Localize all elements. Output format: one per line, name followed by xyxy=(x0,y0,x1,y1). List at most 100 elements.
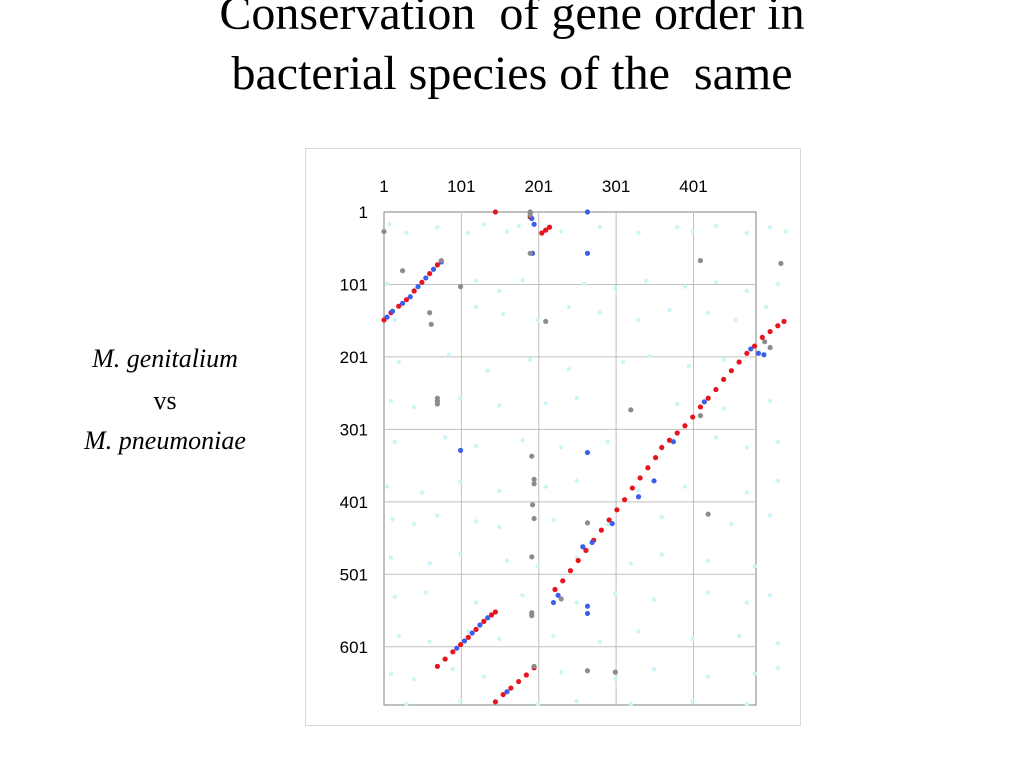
noise-dot xyxy=(675,401,680,407)
noise-dot xyxy=(729,522,734,527)
noise-dot xyxy=(775,665,781,670)
data-point-gray xyxy=(529,453,535,459)
data-point-blue xyxy=(415,284,421,290)
noise-dot xyxy=(721,357,726,363)
data-point-blue xyxy=(531,221,537,227)
data-point-gray xyxy=(529,613,535,619)
data-point-blue xyxy=(550,599,557,606)
noise-dot xyxy=(390,517,395,522)
noise-dot xyxy=(713,435,719,440)
noise-dot xyxy=(651,667,657,672)
noise-dot xyxy=(485,368,490,373)
noise-dot xyxy=(446,352,452,357)
noise-dot xyxy=(574,698,579,704)
noise-dot xyxy=(466,230,471,236)
noise-dot xyxy=(636,230,641,236)
x-tick-label: 101 xyxy=(447,177,475,196)
data-point-red xyxy=(629,485,635,491)
noise-dot xyxy=(388,555,394,560)
chart-frame: 1 101 201 301 401 1 101 201 301 401 501 601 xyxy=(305,148,801,726)
noise-dot xyxy=(497,525,502,530)
noise-dot xyxy=(721,406,726,411)
data-point-red xyxy=(434,262,440,268)
data-point-red xyxy=(508,685,514,691)
noise-dot xyxy=(473,304,479,310)
data-point-red xyxy=(403,297,410,303)
data-point-red xyxy=(488,612,495,618)
data-point-red xyxy=(728,368,734,374)
data-point-blue xyxy=(430,266,437,272)
noise-dot xyxy=(628,561,634,566)
noise-dot xyxy=(497,403,502,408)
data-point-red xyxy=(775,323,781,329)
noise-dot xyxy=(636,629,641,634)
versus-label: vs xyxy=(153,386,177,415)
noise-dot xyxy=(744,230,750,236)
y-tick-label: 201 xyxy=(340,348,368,367)
data-point-gray xyxy=(543,318,549,325)
noise-dot xyxy=(667,307,672,313)
noise-dot xyxy=(659,552,664,557)
noise-dot xyxy=(713,280,719,285)
data-point-red xyxy=(457,641,464,648)
noise-dot xyxy=(458,480,463,485)
data-point-red xyxy=(560,578,566,584)
noise-dot xyxy=(775,281,781,286)
noise-dot xyxy=(605,439,610,444)
noise-dot xyxy=(458,698,463,704)
data-point-blue xyxy=(454,645,460,651)
data-point-blue xyxy=(584,603,591,609)
data-point-red xyxy=(705,395,711,401)
data-point-red xyxy=(652,455,659,461)
data-point-gray xyxy=(399,268,406,274)
data-point-red xyxy=(622,497,628,503)
noise-dot xyxy=(775,640,781,646)
data-point-blue xyxy=(635,494,642,500)
data-point-gray xyxy=(527,250,533,256)
data-point-red xyxy=(744,350,750,356)
noise-dot xyxy=(404,230,409,236)
data-point-gray xyxy=(527,212,533,218)
noise-dot xyxy=(767,398,773,404)
data-point-red xyxy=(473,626,479,632)
noise-dot xyxy=(384,484,390,489)
noise-dot xyxy=(411,404,417,410)
data-point-gray xyxy=(381,228,387,235)
noise-dot xyxy=(744,490,750,495)
noise-dot xyxy=(744,445,750,450)
noise-dot xyxy=(705,674,711,679)
dot-plot-chart: 1 101 201 301 401 1 101 201 301 401 501 601 xyxy=(340,177,788,707)
data-point-blue xyxy=(670,439,676,445)
data-point-red xyxy=(606,517,612,523)
data-point-red xyxy=(523,672,529,678)
noise-dot xyxy=(473,519,479,524)
noise-dot xyxy=(504,229,510,234)
noise-dot xyxy=(574,396,579,401)
data-point-red xyxy=(637,475,643,481)
noise-dot xyxy=(481,222,487,227)
data-point-red xyxy=(721,376,727,382)
slide-title: Conservation of gene order in bacterial … xyxy=(0,0,1024,104)
noise-dot xyxy=(551,517,556,523)
data-point-red xyxy=(759,334,765,340)
data-point-blue xyxy=(651,478,657,484)
noise-dot xyxy=(551,633,556,639)
noise-dot xyxy=(690,698,695,704)
data-point-gray xyxy=(612,669,618,675)
data-point-red xyxy=(411,288,417,294)
data-point-red xyxy=(546,224,553,230)
noise-dot xyxy=(442,435,448,440)
noise-dot xyxy=(597,639,603,644)
data-point-blue xyxy=(580,544,586,550)
data-point-blue xyxy=(399,300,406,306)
data-point-gray xyxy=(531,663,537,669)
data-point-blue xyxy=(584,209,591,215)
data-point-gray xyxy=(529,502,536,508)
data-point-red xyxy=(736,359,742,365)
data-point-red xyxy=(781,318,787,325)
data-point-red xyxy=(500,691,506,698)
noise-dot xyxy=(582,281,587,286)
noise-dot xyxy=(744,600,750,605)
data-point-blue xyxy=(584,610,591,617)
noise-dot xyxy=(388,398,394,404)
